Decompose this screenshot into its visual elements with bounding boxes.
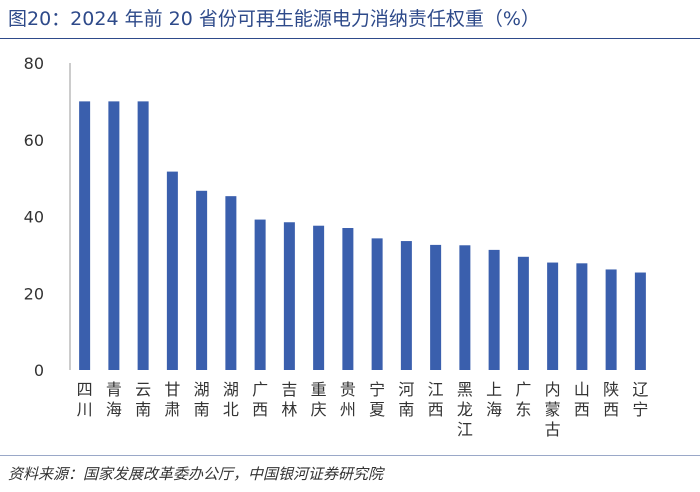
bar-11 (400, 241, 412, 370)
bar-2 (137, 101, 149, 370)
y-tick-label: 0 (34, 361, 44, 380)
bar-18 (605, 269, 617, 370)
bar-16 (547, 262, 559, 370)
category-label: 吉林 (281, 380, 297, 419)
category-label: 辽宁 (632, 380, 648, 419)
bar-14 (488, 249, 500, 370)
category-label: 甘肃 (164, 380, 180, 419)
y-tick-label: 40 (24, 208, 44, 227)
category-label: 河南 (398, 380, 414, 419)
bar-17 (576, 263, 588, 370)
category-label: 山西 (574, 380, 590, 419)
chart-title: 图20：2024 年前 20 省份可再生能源电力消纳责任权重（%） (8, 8, 540, 30)
category-label: 黑龙江 (457, 380, 473, 439)
bar-7 (283, 222, 295, 370)
category-label: 云南 (135, 380, 151, 419)
bar-13 (459, 245, 471, 370)
y-tick-label: 80 (24, 54, 44, 73)
bar-0 (79, 101, 91, 370)
category-label: 内蒙古 (545, 380, 561, 439)
category-label: 贵州 (340, 380, 356, 419)
bar-10 (371, 238, 383, 370)
bar-3 (166, 171, 178, 370)
category-label: 陕西 (603, 380, 619, 419)
bar-4 (196, 190, 208, 370)
category-label: 广东 (515, 380, 531, 419)
y-tick-label: 20 (24, 284, 44, 303)
bar-19 (634, 272, 646, 370)
bar-6 (254, 219, 266, 370)
source-note: 资料来源：国家发展改革委办公厅，中国银河证券研究院 (8, 465, 384, 483)
category-label: 湖南 (194, 380, 210, 419)
y-tick-label: 60 (24, 131, 44, 150)
bar-9 (342, 228, 354, 370)
footer-divider (0, 455, 700, 456)
category-label: 江西 (428, 380, 444, 419)
title-divider (0, 38, 700, 39)
y-axis-ticks: 0 20 40 60 80 (24, 54, 44, 380)
bar-chart: 0 20 40 60 80 四川青海云南甘肃湖南湖北广西吉林重庆贵州宁夏河南江西黑龙江上… (24, 54, 649, 439)
category-label: 重庆 (311, 380, 327, 419)
bar-12 (430, 244, 442, 370)
bars (79, 101, 646, 370)
bar-5 (225, 196, 237, 370)
bar-8 (313, 225, 325, 370)
category-label: 四川 (77, 380, 93, 419)
category-label: 宁夏 (369, 380, 385, 419)
bar-1 (108, 101, 120, 370)
category-label: 青海 (106, 380, 122, 419)
category-label: 上海 (486, 380, 502, 419)
bar-15 (517, 256, 529, 370)
category-label: 湖北 (223, 380, 239, 419)
category-labels: 四川青海云南甘肃湖南湖北广西吉林重庆贵州宁夏河南江西黑龙江上海广东内蒙古山西陕西… (77, 380, 649, 439)
category-label: 广西 (252, 380, 268, 419)
